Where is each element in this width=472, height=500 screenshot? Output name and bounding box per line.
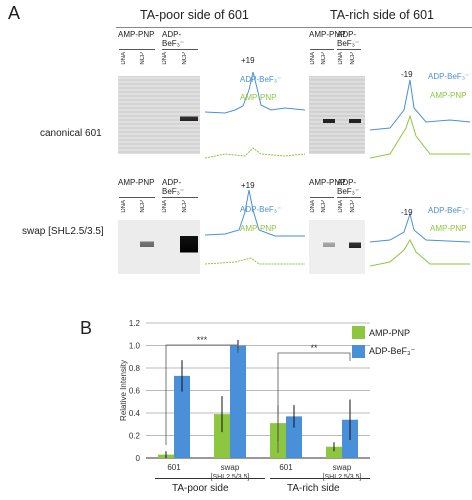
header-amp: AMP-PNP <box>118 30 155 39</box>
column-title-ta-poor: TA-poor side of 601 <box>140 8 249 22</box>
gel-image <box>309 76 365 154</box>
lane-label-dna: DNA <box>162 52 168 65</box>
bar <box>214 414 230 458</box>
header-adp: ADP-BeF₃⁻ <box>337 30 360 48</box>
legend-adp: ADP-BeF₃⁻ <box>428 72 470 81</box>
y-tick-label: 0 <box>136 454 141 463</box>
legend-adp: ADP-BeF₃⁻ <box>240 75 282 84</box>
lane-label-dna: DNA <box>338 200 344 213</box>
y-tick-label: 1.2 <box>129 319 141 328</box>
y-tick-label: 0.8 <box>129 364 141 373</box>
x-tick-label: 601 <box>167 463 181 472</box>
gel-block-swap-rich: AMP-PNP ADP-BeF₃⁻ DNA NCP DNA NCP <box>309 178 394 278</box>
header-adp: ADP-BeF₃⁻ <box>162 30 185 48</box>
significance-bracket <box>165 344 239 445</box>
trace-swap-rich <box>370 212 470 267</box>
group-underline <box>155 478 265 479</box>
group-underline <box>270 478 370 479</box>
header-adp: ADP-BeF₃⁻ <box>162 178 185 196</box>
x-tick-label: swap <box>333 463 352 472</box>
chart-legend: AMP-PNP ADP-BeF₃⁻ <box>352 326 415 358</box>
lane-label-dna: DNA <box>310 200 316 213</box>
y-axis-label: Relative Intensity <box>119 360 128 421</box>
panel-a-letter: A <box>8 3 21 23</box>
lane-label-ncp: NCP <box>321 52 327 65</box>
peak-label: -19 <box>401 70 413 79</box>
y-tick-label: 0.4 <box>129 409 141 418</box>
x-tick-label-sub: [SHL2.5/3.5] <box>323 474 362 481</box>
lane-label-ncp: NCP <box>321 200 327 213</box>
legend-swatch <box>352 326 365 339</box>
legend-amp: AMP-PNP <box>240 93 277 102</box>
lane-label-dna: DNA <box>121 52 127 65</box>
row-label-swap: swap [SHL2.5/3.5] <box>22 226 104 237</box>
bar <box>326 446 342 458</box>
x-tick-label: swap <box>221 463 240 472</box>
legend-swatch <box>352 345 365 358</box>
gel-image <box>118 76 200 154</box>
peak-label: -19 <box>401 208 413 217</box>
gel-block-swap-poor: AMP-PNP ADP-BeF₃⁻ DNA NCP DNA NCP <box>118 178 203 278</box>
significance-label: ** <box>310 343 318 353</box>
lane-label-ncp: NCP <box>140 52 146 65</box>
trace-canonical-rich <box>370 79 470 159</box>
peak-label: +19 <box>241 181 255 190</box>
lane-label-ncp: NCP <box>350 200 356 213</box>
header-amp: AMP-PNP <box>118 178 155 187</box>
gel-block-canonical-poor: AMP-PNP ADP-BeF₃⁻ DNA NCP DNA NCP <box>118 30 203 155</box>
lane-label-ncp: NCP <box>140 200 146 213</box>
y-tick-label: 0.6 <box>129 387 141 396</box>
lane-label-dna: DNA <box>121 200 127 213</box>
group-label-rich: TA-rich side <box>287 483 340 494</box>
lane-label-dna: DNA <box>162 200 168 213</box>
chart-bars <box>158 339 358 458</box>
row-label-canonical: canonical 601 <box>40 128 102 139</box>
bar <box>286 416 302 458</box>
chart-axes: 0 0.2 0.4 0.6 0.8 1.0 1.2 Relative Intensity 601… <box>119 319 362 481</box>
legend-amp: AMP-PNP <box>430 224 467 233</box>
gel-image <box>309 220 365 274</box>
panel-b-letter: B <box>80 318 93 338</box>
legend-adp: ADP-BeF₃⁻ <box>240 205 282 214</box>
lane-label-dna: DNA <box>338 52 344 65</box>
gel-block-canonical-rich: AMP-PNP ADP-BeF₃⁻ DNA NCP DNA NCP <box>309 30 394 155</box>
bar <box>230 345 246 458</box>
title-underline <box>116 27 472 28</box>
legend-amp: AMP-PNP <box>240 224 277 233</box>
legend-adp: ADP-BeF₃⁻ <box>428 206 470 215</box>
legend-amp: AMP-PNP <box>430 91 467 100</box>
bar-chart: 0 0.2 0.4 0.6 0.8 1.0 1.2 Relative Intensity 601… <box>119 319 370 481</box>
header-amp: AMP-PNP <box>309 178 346 187</box>
legend-label: ADP-BeF₃⁻ <box>369 346 416 356</box>
peak-label: +19 <box>241 56 255 65</box>
legend-label: AMP-PNP <box>369 327 411 338</box>
trace-canonical-poor <box>205 71 305 159</box>
x-tick-label: 601 <box>279 463 293 472</box>
lane-label-ncp: NCP <box>350 52 356 65</box>
significance-label: *** <box>197 335 208 345</box>
lane-label-ncp: NCP <box>182 200 188 213</box>
gel-image <box>118 220 200 274</box>
legend-item: ADP-BeF₃⁻ <box>352 345 415 358</box>
legend-item: AMP-PNP <box>352 326 415 339</box>
header-amp: AMP-PNP <box>309 30 346 39</box>
y-tick-label: 1.0 <box>129 342 141 351</box>
bar <box>174 375 190 458</box>
group-label-poor: TA-poor side <box>172 483 229 494</box>
y-tick-label: 0.2 <box>129 432 141 441</box>
significance-bracket <box>277 352 351 453</box>
lane-label-ncp: NCP <box>182 52 188 65</box>
header-adp: ADP-BeF₃⁻ <box>337 178 360 196</box>
x-tick-label-sub: [SHL2.5/3.5] <box>211 474 250 481</box>
trace-swap-poor <box>205 189 305 265</box>
column-title-ta-rich: TA-rich side of 601 <box>330 8 434 22</box>
lane-label-dna: DNA <box>310 52 316 65</box>
